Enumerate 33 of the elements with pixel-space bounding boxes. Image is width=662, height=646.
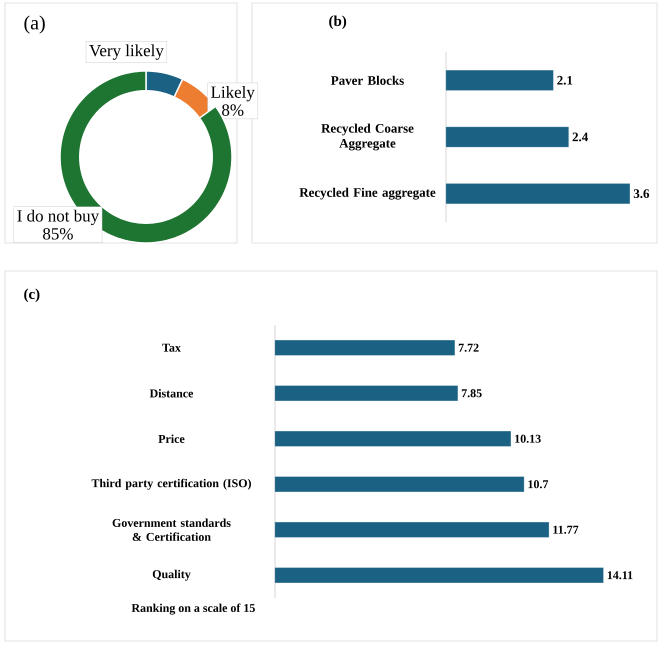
data-label: 7.72 [458,344,479,352]
x-axis-title: Ranking on a scale of 15 [132,604,255,615]
y-tick-label: Quality [152,570,191,581]
slice-label: I do not buy [17,210,100,226]
data-label: 14.11 [608,571,632,580]
y-tick-label: Third party certification (ISO) [92,478,251,490]
bar [274,522,550,538]
data-label: 2.4 [572,132,588,142]
data-label: 11.77 [553,526,578,534]
slice-label: Very likely [89,44,164,60]
data-label: 10.13 [515,434,541,443]
y-tick-label: Price [158,434,184,443]
bar [274,340,455,356]
text: (c) [24,288,40,302]
y-tick-label: Paver Blocks [331,76,404,85]
bar [274,568,604,583]
bar [274,476,524,492]
data-label: 2.1 [557,76,572,85]
data-label: 7.85 [462,389,482,398]
chart-title: (b) [329,16,346,30]
chart-title: (a) [24,16,45,34]
data-label: 3.6 [634,189,650,198]
y-tick-label: Recycled Coarse Aggregate [321,124,414,150]
data-label: 8% [222,104,244,116]
slice-label: Likely [211,86,255,102]
y-tick-label: Tax [162,344,181,352]
data-label: 85% [43,228,73,240]
bar [274,431,511,446]
y-tick-label: Distance [150,389,194,398]
data-label: 10.7 [528,480,548,488]
y-tick-label: Recycled Fine aggregate [299,188,436,200]
bar [274,386,458,401]
y-tick-label: Government standards & Certification [112,518,231,541]
